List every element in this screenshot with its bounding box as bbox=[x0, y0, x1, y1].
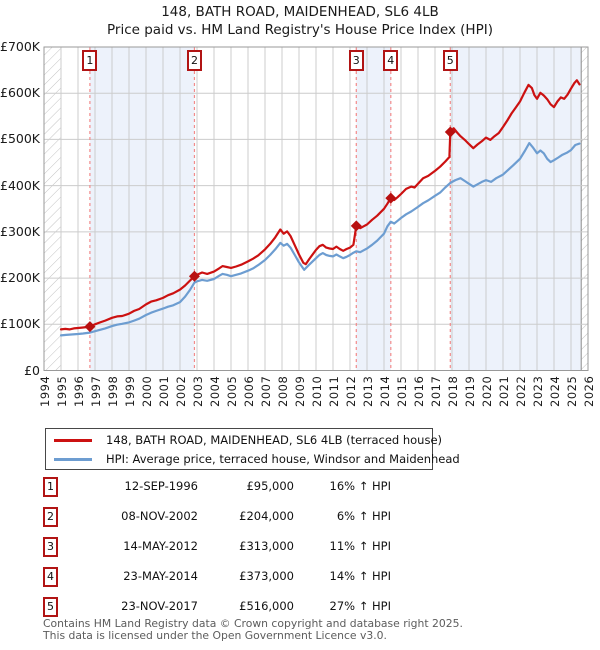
y-tick-label: £700K bbox=[0, 39, 41, 54]
row-number-box: 4 bbox=[43, 567, 58, 587]
row-number-box: 5 bbox=[43, 597, 58, 617]
footer-licence: This data is licensed under the Open Gov… bbox=[43, 629, 387, 642]
y-tick-label: £500K bbox=[0, 131, 41, 147]
legend-item-hpi: HPI: Average price, terraced house, Wind… bbox=[54, 451, 460, 467]
legend-label-hpi: HPI: Average price, terraced house, Wind… bbox=[106, 452, 460, 466]
sale-number-box: 4 bbox=[383, 50, 399, 71]
shaded-band bbox=[356, 47, 391, 371]
x-tick-label: 2003 bbox=[190, 375, 205, 407]
sale-price: £95,000 bbox=[246, 479, 294, 493]
sale-point-marker bbox=[84, 321, 96, 333]
sale-date: 23-MAY-2014 bbox=[123, 569, 198, 583]
x-tick-label: 2021 bbox=[496, 375, 511, 407]
x-tick-label: 2018 bbox=[445, 375, 460, 407]
x-tick-label: 2009 bbox=[292, 375, 307, 407]
sale-price: £516,000 bbox=[239, 599, 294, 613]
y-tick-label: £100K bbox=[0, 316, 41, 332]
shaded-band bbox=[450, 47, 582, 371]
x-tick-label: 2015 bbox=[394, 375, 409, 407]
sale-hpi-delta: 27% ↑ HPI bbox=[329, 599, 391, 613]
x-tick-label: 2026 bbox=[581, 375, 596, 407]
sale-date: 08-NOV-2002 bbox=[121, 509, 198, 523]
sale-number-box: 5 bbox=[442, 50, 458, 71]
y-tick-label: £200K bbox=[0, 270, 41, 286]
property-price-line bbox=[59, 79, 581, 331]
x-tick-label: 2002 bbox=[173, 375, 188, 407]
sale-point-marker bbox=[385, 192, 397, 204]
x-tick-label: 2000 bbox=[139, 375, 154, 407]
x-tick-label: 1996 bbox=[71, 375, 86, 407]
plot-border bbox=[43, 46, 589, 371]
y-tick-label: £0 bbox=[24, 362, 40, 378]
x-tick-label: 2023 bbox=[530, 375, 545, 407]
x-tick-label: 2022 bbox=[513, 375, 528, 407]
x-tick-label: 2011 bbox=[326, 375, 341, 407]
x-tick-label: 2001 bbox=[156, 375, 171, 407]
x-tick-label: 2010 bbox=[309, 375, 324, 407]
x-tick-label: 2025 bbox=[564, 375, 579, 407]
x-tick-label: 1997 bbox=[88, 375, 103, 407]
x-tick-label: 2005 bbox=[224, 375, 239, 407]
x-tick-label: 2006 bbox=[241, 375, 256, 407]
x-tick-label: 2014 bbox=[377, 375, 392, 407]
legend-item-property: 148, BATH ROAD, MAIDENHEAD, SL6 4LB (ter… bbox=[54, 432, 442, 448]
x-tick-label: 2007 bbox=[258, 375, 273, 407]
page-subtitle: Price paid vs. HM Land Registry's House … bbox=[107, 22, 493, 38]
sale-hpi-delta: 11% ↑ HPI bbox=[329, 539, 391, 553]
sale-point-marker bbox=[444, 126, 456, 138]
row-number-box: 1 bbox=[43, 477, 58, 497]
sale-number-box: 1 bbox=[82, 50, 98, 71]
x-tick-label: 1994 bbox=[37, 375, 52, 407]
table-row: 2 08-NOV-2002 £204,000 6% ↑ HPI bbox=[43, 507, 391, 529]
sale-price: £373,000 bbox=[239, 569, 294, 583]
shaded-band bbox=[89, 47, 195, 371]
sale-date: 23-NOV-2017 bbox=[121, 599, 198, 613]
row-number-box: 2 bbox=[43, 507, 58, 527]
hpi-line-swatch bbox=[54, 457, 92, 461]
sale-hpi-delta: 6% ↑ HPI bbox=[336, 509, 391, 523]
x-tick-label: 2024 bbox=[547, 375, 562, 407]
sale-hpi-delta: 14% ↑ HPI bbox=[329, 569, 391, 583]
table-row: 4 23-MAY-2014 £373,000 14% ↑ HPI bbox=[43, 567, 391, 589]
table-row: 3 14-MAY-2012 £313,000 11% ↑ HPI bbox=[43, 537, 391, 559]
legend-label-property: 148, BATH ROAD, MAIDENHEAD, SL6 4LB (ter… bbox=[106, 433, 443, 447]
x-tick-label: 2004 bbox=[207, 375, 222, 407]
property-line-swatch bbox=[54, 438, 92, 442]
sale-number-box: 2 bbox=[186, 50, 202, 71]
x-tick-label: 2019 bbox=[462, 375, 477, 407]
hpi-line bbox=[59, 142, 581, 337]
x-tick-label: 2017 bbox=[428, 375, 443, 407]
footer-copyright: Contains HM Land Registry data © Crown c… bbox=[43, 617, 463, 630]
price-history-plot bbox=[43, 46, 589, 371]
x-tick-label: 2012 bbox=[343, 375, 358, 407]
sale-date: 14-MAY-2012 bbox=[123, 539, 198, 553]
x-tick-label: 2016 bbox=[411, 375, 426, 407]
y-tick-label: £300K bbox=[0, 223, 41, 239]
sale-price: £204,000 bbox=[239, 509, 294, 523]
sale-point-marker bbox=[188, 270, 200, 282]
sale-point-marker bbox=[350, 220, 362, 232]
x-tick-label: 2013 bbox=[360, 375, 375, 407]
x-tick-label: 1999 bbox=[122, 375, 137, 407]
table-row: 1 12-SEP-1996 £95,000 16% ↑ HPI bbox=[43, 477, 391, 499]
page-title-address: 148, BATH ROAD, MAIDENHEAD, SL6 4LB bbox=[161, 4, 439, 20]
x-tick-label: 1998 bbox=[105, 375, 120, 407]
y-tick-label: £600K bbox=[0, 85, 41, 101]
sale-number-box: 3 bbox=[348, 50, 364, 71]
x-tick-label: 1995 bbox=[54, 375, 69, 407]
hatch-band bbox=[44, 47, 61, 371]
sale-price: £313,000 bbox=[239, 539, 294, 553]
hatch-band bbox=[581, 47, 588, 371]
row-number-box: 3 bbox=[43, 537, 58, 557]
x-tick-label: 2008 bbox=[275, 375, 290, 407]
y-tick-label: £400K bbox=[0, 177, 41, 193]
table-row: 5 23-NOV-2017 £516,000 27% ↑ HPI bbox=[43, 597, 391, 619]
chart-legend: 148, BATH ROAD, MAIDENHEAD, SL6 4LB (ter… bbox=[45, 428, 460, 470]
sale-date: 12-SEP-1996 bbox=[124, 479, 198, 493]
sale-hpi-delta: 16% ↑ HPI bbox=[329, 479, 391, 493]
x-tick-label: 2020 bbox=[479, 375, 494, 407]
